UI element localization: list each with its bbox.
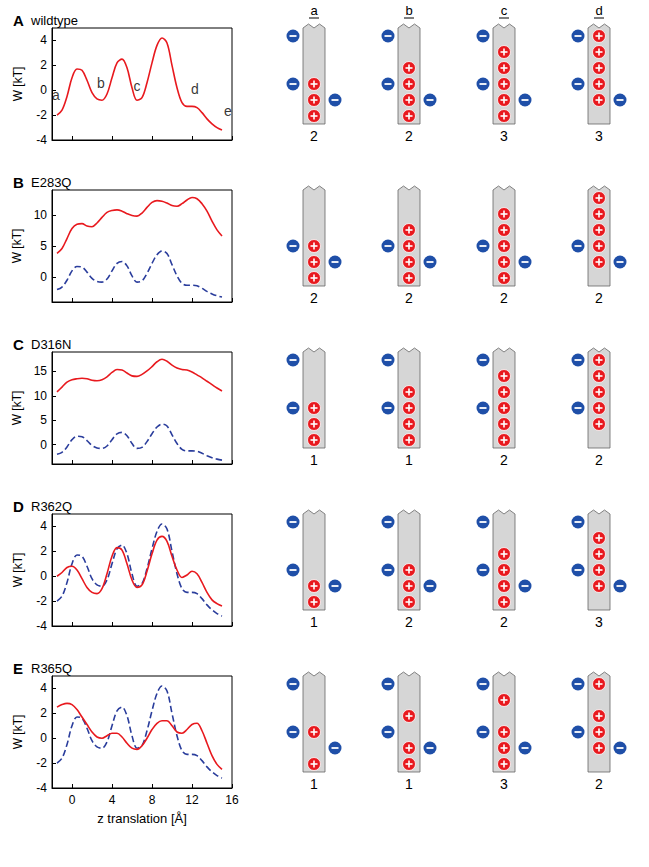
svg-text:2: 2 — [500, 452, 508, 468]
svg-text:5: 5 — [40, 239, 47, 253]
svg-text:1: 1 — [405, 776, 413, 792]
svg-text:2: 2 — [595, 776, 603, 792]
svg-text:2: 2 — [500, 614, 508, 630]
svg-text:0: 0 — [40, 270, 47, 284]
svg-text:2: 2 — [405, 614, 413, 630]
svg-text:0: 0 — [40, 438, 47, 452]
svg-text:0: 0 — [40, 569, 47, 583]
svg-text:4: 4 — [40, 681, 47, 695]
svg-text:2: 2 — [40, 706, 47, 720]
svg-text:W [kT]: W [kT] — [10, 229, 24, 264]
svg-text:2: 2 — [405, 290, 413, 306]
svg-text:E: E — [13, 660, 23, 677]
svg-text:1: 1 — [310, 452, 318, 468]
svg-text:b: b — [405, 3, 412, 18]
svg-text:W [kT]: W [kT] — [11, 715, 25, 750]
svg-text:2: 2 — [595, 290, 603, 306]
svg-text:4: 4 — [40, 33, 47, 47]
svg-text:W [kT]: W [kT] — [11, 553, 25, 588]
svg-text:-4: -4 — [36, 133, 47, 147]
svg-text:3: 3 — [500, 776, 508, 792]
svg-text:-2: -2 — [36, 594, 47, 608]
svg-text:0: 0 — [40, 731, 47, 745]
svg-text:2: 2 — [40, 544, 47, 558]
svg-text:5: 5 — [40, 413, 47, 427]
svg-text:2: 2 — [405, 128, 413, 144]
svg-text:10: 10 — [34, 389, 48, 403]
svg-text:B: B — [13, 174, 24, 191]
svg-text:b: b — [97, 75, 105, 91]
svg-text:c: c — [501, 3, 508, 18]
svg-text:d: d — [595, 3, 602, 18]
svg-text:3: 3 — [595, 128, 603, 144]
svg-text:2: 2 — [500, 290, 508, 306]
svg-text:-2: -2 — [36, 108, 47, 122]
svg-text:2: 2 — [595, 452, 603, 468]
svg-text:4: 4 — [109, 793, 116, 807]
svg-text:wildtype: wildtype — [30, 13, 78, 28]
svg-text:d: d — [191, 81, 199, 97]
svg-text:3: 3 — [500, 128, 508, 144]
svg-text:a: a — [310, 3, 318, 18]
svg-text:8: 8 — [149, 793, 156, 807]
svg-text:4: 4 — [40, 519, 47, 533]
svg-text:0: 0 — [40, 83, 47, 97]
svg-text:-2: -2 — [36, 756, 47, 770]
svg-text:D316N: D316N — [31, 337, 71, 352]
svg-text:W [kT]: W [kT] — [11, 67, 25, 102]
svg-text:0: 0 — [69, 793, 76, 807]
svg-text:1: 1 — [405, 452, 413, 468]
svg-text:2: 2 — [310, 128, 318, 144]
svg-text:16: 16 — [225, 793, 239, 807]
svg-text:2: 2 — [310, 290, 318, 306]
svg-text:-4: -4 — [36, 619, 47, 633]
svg-text:12: 12 — [185, 793, 199, 807]
svg-text:3: 3 — [595, 614, 603, 630]
svg-text:1: 1 — [310, 776, 318, 792]
svg-text:10: 10 — [34, 208, 48, 222]
svg-text:D: D — [13, 498, 24, 515]
svg-text:1: 1 — [310, 614, 318, 630]
svg-text:15: 15 — [34, 364, 48, 378]
svg-text:e: e — [224, 103, 232, 119]
svg-text:a: a — [52, 87, 60, 103]
svg-text:A: A — [13, 12, 24, 29]
svg-text:C: C — [13, 336, 24, 353]
svg-text:c: c — [134, 78, 141, 94]
svg-text:2: 2 — [40, 58, 47, 72]
svg-text:W [kT]: W [kT] — [10, 391, 24, 426]
svg-text:R365Q: R365Q — [31, 661, 72, 676]
svg-text:R362Q: R362Q — [31, 499, 72, 514]
svg-text:-4: -4 — [36, 781, 47, 795]
svg-text:E283Q: E283Q — [31, 175, 71, 190]
svg-text:z translation [Å]: z translation [Å] — [97, 811, 187, 826]
